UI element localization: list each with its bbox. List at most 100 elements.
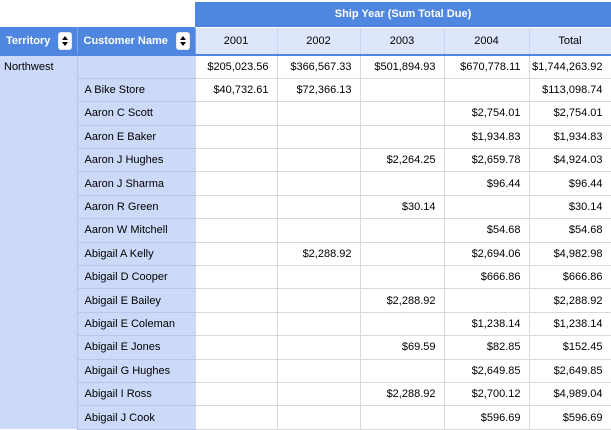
value-cell: $54.68 — [444, 218, 530, 243]
territory-group-cell: Northwest — [0, 55, 78, 430]
value-cell: $2,649.85 — [529, 359, 611, 383]
band-row: Ship Year (Sum Total Due) — [0, 2, 611, 28]
year-column-header-2002: 2002 — [277, 27, 361, 56]
value-cell: $1,744,263.92 — [529, 55, 611, 79]
value-cell — [195, 242, 278, 267]
value-cell — [360, 312, 445, 337]
value-cell — [360, 265, 445, 290]
territory-header-label: Territory — [6, 34, 51, 47]
value-cell — [195, 101, 278, 126]
sort-asc-icon — [61, 35, 68, 40]
value-cell — [360, 171, 445, 196]
table-row: Aaron R Green $30.14 $30.14 — [0, 195, 611, 220]
value-cell: $72,366.13 — [277, 78, 361, 103]
value-cell — [277, 288, 361, 313]
value-cell — [277, 148, 361, 173]
territory-sort-icon[interactable] — [57, 31, 72, 50]
table-row: Abigail G Hughes $2,649.85 $2,649.85 — [0, 359, 611, 383]
customer-name-cell: Aaron R Green — [77, 195, 196, 220]
value-cell: $2,288.92 — [360, 288, 445, 313]
value-cell: $2,754.01 — [529, 101, 611, 126]
value-cell — [195, 125, 278, 150]
table-row: Abigail I Ross $2,288.92 $2,700.12 $4,989.0… — [0, 382, 611, 407]
table-row: Aaron W Mitchell $54.68 $54.68 — [0, 218, 611, 243]
customer-name-cell: Aaron J Sharma — [77, 171, 196, 196]
value-cell: $4,982.98 — [529, 242, 611, 267]
customer-name-cell: Abigail D Cooper — [77, 265, 196, 290]
customer-name-cell: Aaron C Scott — [77, 101, 196, 126]
customer-name-cell: Abigail G Hughes — [77, 359, 196, 383]
value-cell — [195, 288, 278, 313]
customer-name-cell: Abigail A Kelly — [77, 242, 196, 267]
customer-name-cell: Abigail E Jones — [77, 335, 196, 360]
value-cell: $501,894.93 — [360, 55, 445, 79]
customer-name-header-label: Customer Name — [83, 34, 168, 47]
table-row: Abigail E Jones $69.59 $82.85 $152.45 — [0, 335, 611, 360]
value-cell: $4,989.04 — [529, 382, 611, 407]
table-row: Abigail D Cooper $666.86 $666.86 — [0, 265, 611, 290]
value-cell: $1,238.14 — [444, 312, 530, 337]
value-cell — [444, 288, 530, 313]
customer-name-cell: Abigail E Bailey — [77, 288, 196, 313]
value-cell — [195, 359, 278, 383]
value-cell — [444, 195, 530, 220]
value-cell: $4,924.03 — [529, 148, 611, 173]
customer-name-cell: Abigail I Ross — [77, 382, 196, 407]
value-cell: $1,934.83 — [444, 125, 530, 150]
value-cell — [277, 382, 361, 407]
value-cell: $205,023.56 — [195, 55, 278, 79]
value-cell — [195, 148, 278, 173]
value-cell: $30.14 — [360, 195, 445, 220]
value-cell — [277, 218, 361, 243]
value-cell — [277, 125, 361, 150]
value-cell: $1,934.83 — [529, 125, 611, 150]
value-cell — [277, 101, 361, 126]
value-cell: $1,238.14 — [529, 312, 611, 337]
customer-name-sort-icon[interactable] — [175, 31, 190, 50]
value-cell — [360, 125, 445, 150]
value-cell — [195, 171, 278, 196]
customer-name-column-header: Customer Name — [77, 27, 196, 56]
value-cell — [277, 359, 361, 383]
value-cell: $82.85 — [444, 335, 530, 360]
value-cell: $69.59 — [360, 335, 445, 360]
table-row: Abigail E Coleman $1,238.14 $1,238.14 — [0, 312, 611, 337]
value-cell — [360, 78, 445, 103]
value-cell: $54.68 — [529, 218, 611, 243]
value-cell — [195, 382, 278, 407]
value-cell — [195, 312, 278, 337]
value-cell — [360, 405, 445, 430]
value-cell: $2,659.78 — [444, 148, 530, 173]
value-cell: $113,098.74 — [529, 78, 611, 103]
value-cell — [360, 218, 445, 243]
table-row: Aaron C Scott $2,754.01 $2,754.01 — [0, 101, 611, 126]
customer-name-cell: Abigail J Cook — [77, 405, 196, 430]
total-column-header: Total — [529, 27, 611, 56]
table-row: Aaron J Hughes $2,264.25 $2,659.78 $4,924.0… — [0, 148, 611, 173]
column-header-row: Territory Customer Name 2001 2002 2003 2… — [0, 27, 611, 56]
value-cell — [277, 335, 361, 360]
value-cell — [444, 78, 530, 103]
value-cell: $2,288.92 — [277, 242, 361, 267]
value-cell — [277, 171, 361, 196]
year-column-header-2004: 2004 — [444, 27, 530, 56]
value-cell: $666.86 — [529, 265, 611, 290]
value-cell: $30.14 — [529, 195, 611, 220]
value-cell: $2,649.85 — [444, 359, 530, 383]
customer-name-cell: Aaron J Hughes — [77, 148, 196, 173]
value-cell — [360, 359, 445, 383]
pivot-body: Northwest $205,023.56 $366,567.33 $501,894.… — [0, 55, 611, 430]
value-cell: $596.69 — [444, 405, 530, 430]
territory-column-header: Territory — [0, 27, 78, 56]
corner-spacer — [0, 2, 195, 27]
value-cell: $40,732.61 — [195, 78, 278, 103]
value-cell: $96.44 — [529, 171, 611, 196]
value-cell — [195, 265, 278, 290]
value-cell — [360, 242, 445, 267]
customer-name-cell — [77, 55, 196, 79]
value-cell: $366,567.33 — [277, 55, 361, 79]
value-cell — [195, 405, 278, 430]
value-cell — [195, 335, 278, 360]
table-row: Abigail A Kelly $2,288.92 $2,694.06 $4,982.… — [0, 242, 611, 267]
